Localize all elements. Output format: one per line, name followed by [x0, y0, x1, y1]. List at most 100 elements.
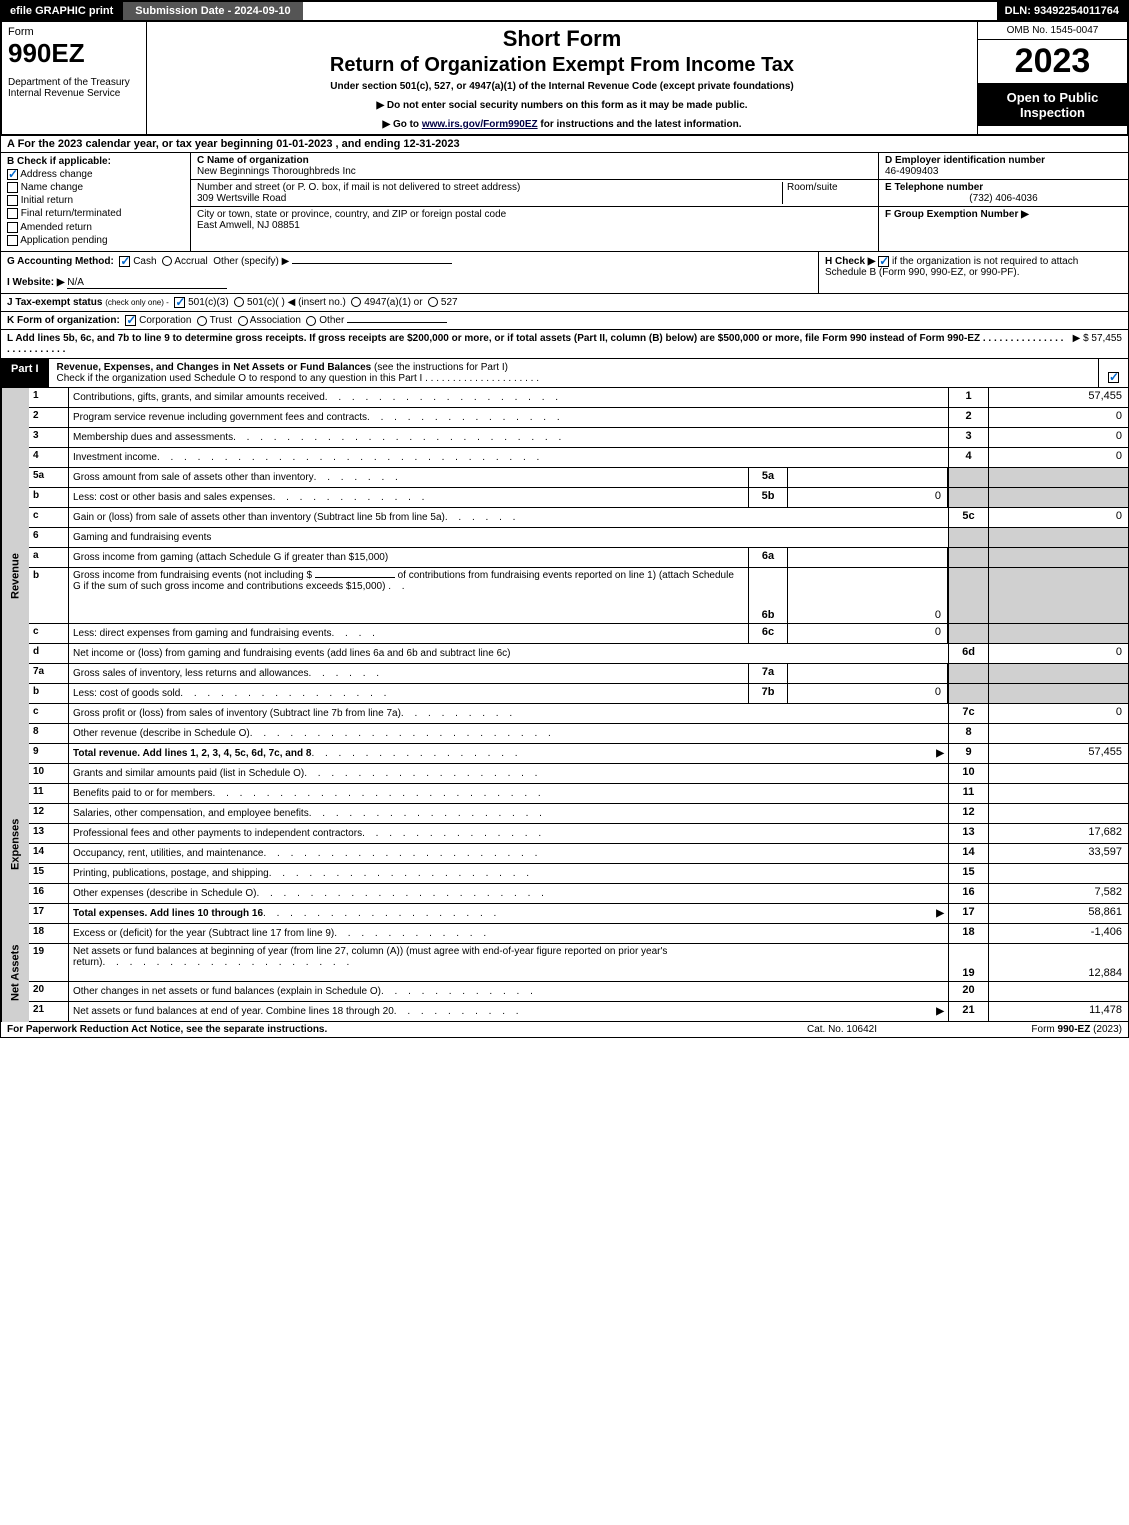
line-rv: 0	[988, 644, 1128, 663]
header-right: OMB No. 1545-0047 2023 Open to Public In…	[977, 22, 1127, 134]
radio-icon[interactable]	[234, 297, 244, 307]
part1-checkbox[interactable]	[1098, 359, 1128, 387]
gh-right: H Check ▶ if the organization is not req…	[818, 252, 1128, 293]
ein-lbl: D Employer identification number	[885, 155, 1122, 166]
line-num: 4	[29, 448, 69, 467]
line-rn: 19	[948, 944, 988, 981]
c-city: City or town, state or province, country…	[191, 207, 878, 233]
radio-icon[interactable]	[306, 316, 316, 326]
sub-num: 5a	[748, 468, 788, 487]
k-assoc: Association	[250, 315, 301, 326]
line-num: 18	[29, 924, 69, 943]
line-rn: 20	[948, 982, 988, 1001]
line-rv: 33,597	[988, 844, 1128, 863]
tel-lbl: E Telephone number	[885, 182, 1122, 193]
checkbox-icon[interactable]	[174, 297, 185, 308]
line-18: 18 Excess or (deficit) for the year (Sub…	[29, 924, 1128, 944]
line-17: 17 Total expenses. Add lines 10 through …	[29, 904, 1128, 924]
shaded-cell	[988, 468, 1128, 487]
shaded-cell	[988, 568, 1128, 623]
line-desc: Other changes in net assets or fund bala…	[69, 982, 948, 1001]
line-5c: c Gain or (loss) from sale of assets oth…	[29, 508, 1128, 528]
line-rn: 7c	[948, 704, 988, 723]
line-desc: Gross income from gaming (attach Schedul…	[69, 548, 748, 567]
line-5a: 5a Gross amount from sale of assets othe…	[29, 468, 1128, 488]
expenses-section: Expenses 10 Grants and similar amounts p…	[1, 764, 1128, 924]
line-num: c	[29, 624, 69, 643]
chk-initial-return[interactable]: Initial return	[7, 195, 184, 206]
line-num: b	[29, 684, 69, 703]
line-14: 14 Occupancy, rent, utilities, and maint…	[29, 844, 1128, 864]
part1-check-line: Check if the organization used Schedule …	[57, 373, 423, 384]
b-header: B Check if applicable:	[7, 156, 184, 167]
checkbox-icon[interactable]	[119, 256, 130, 267]
radio-icon[interactable]	[428, 297, 438, 307]
line-rn: 10	[948, 764, 988, 783]
shaded-cell	[948, 548, 988, 567]
irs-link[interactable]: www.irs.gov/Form990EZ	[422, 119, 538, 130]
d-tel: E Telephone number (732) 406-4036	[879, 180, 1128, 207]
checkbox-icon	[7, 182, 18, 193]
checkbox-icon	[7, 195, 18, 206]
radio-icon[interactable]	[162, 256, 172, 266]
sub-num: 7b	[748, 684, 788, 703]
k-label: K Form of organization:	[7, 315, 120, 326]
6b-amount-input[interactable]	[315, 577, 395, 578]
checkbox-icon	[7, 208, 18, 219]
line-desc: Excess or (deficit) for the year (Subtra…	[69, 924, 948, 943]
line-rv	[988, 864, 1128, 883]
line-rv	[988, 784, 1128, 803]
chk-amended-return[interactable]: Amended return	[7, 222, 184, 233]
checkbox-icon	[7, 169, 18, 180]
c-name-lbl: C Name of organization	[197, 155, 872, 166]
expenses-rows: 10 Grants and similar amounts paid (list…	[29, 764, 1128, 924]
line-desc: Net assets or fund balances at beginning…	[69, 944, 948, 981]
sub-val: 0	[788, 684, 948, 703]
line-rn: 15	[948, 864, 988, 883]
line-num: 6	[29, 528, 69, 547]
other-specify-input[interactable]	[292, 263, 452, 264]
netassets-section: Net Assets 18 Excess or (deficit) for th…	[1, 924, 1128, 1022]
submission-date: Submission Date - 2024-09-10	[121, 2, 302, 20]
radio-icon[interactable]	[351, 297, 361, 307]
line-desc: Occupancy, rent, utilities, and maintena…	[69, 844, 948, 863]
line-6c: c Less: direct expenses from gaming and …	[29, 624, 1128, 644]
line-rv	[988, 724, 1128, 743]
line-num: b	[29, 568, 69, 623]
row-a: A For the 2023 calendar year, or tax yea…	[0, 136, 1129, 153]
checkbox-icon[interactable]	[878, 256, 889, 267]
k-other-input[interactable]	[347, 322, 447, 323]
checkbox-icon[interactable]	[125, 315, 136, 326]
part1-title: Revenue, Expenses, and Changes in Net As…	[49, 359, 1098, 387]
chk-name-change[interactable]: Name change	[7, 182, 184, 193]
line-desc: Contributions, gifts, grants, and simila…	[69, 388, 948, 407]
part1-tab: Part I	[1, 359, 49, 387]
shaded-cell	[988, 664, 1128, 683]
title-main: Return of Organization Exempt From Incom…	[155, 54, 969, 77]
revenue-label: Revenue	[1, 388, 29, 764]
instr-2: ▶ Go to www.irs.gov/Form990EZ for instru…	[155, 119, 969, 130]
line-13: 13 Professional fees and other payments …	[29, 824, 1128, 844]
revenue-section: Revenue 1 Contributions, gifts, grants, …	[1, 388, 1128, 764]
footer-right: Form 990-EZ (2023)	[942, 1024, 1122, 1035]
line-rn: 2	[948, 408, 988, 427]
line-rv: -1,406	[988, 924, 1128, 943]
line-21: 21 Net assets or fund balances at end of…	[29, 1002, 1128, 1022]
open-public: Open to Public Inspection	[978, 83, 1127, 126]
radio-icon[interactable]	[197, 316, 207, 326]
line-desc: Gross income from fundraising events (no…	[69, 568, 748, 623]
d-group: F Group Exemption Number ▶	[879, 207, 1128, 222]
footer-left: For Paperwork Reduction Act Notice, see …	[7, 1024, 742, 1035]
efile-label: efile GRAPHIC print	[2, 2, 121, 20]
shaded-cell	[988, 528, 1128, 547]
line-desc: Program service revenue including govern…	[69, 408, 948, 427]
radio-icon[interactable]	[238, 316, 248, 326]
j-501c3: 501(c)(3)	[188, 297, 229, 308]
netassets-label: Net Assets	[1, 924, 29, 1022]
line-rv: 57,455	[988, 744, 1128, 763]
chk-final-return[interactable]: Final return/terminated	[7, 208, 184, 219]
sub-val	[788, 548, 948, 567]
chk-application-pending[interactable]: Application pending	[7, 235, 184, 246]
chk-address-change[interactable]: Address change	[7, 169, 184, 180]
line-num: 10	[29, 764, 69, 783]
